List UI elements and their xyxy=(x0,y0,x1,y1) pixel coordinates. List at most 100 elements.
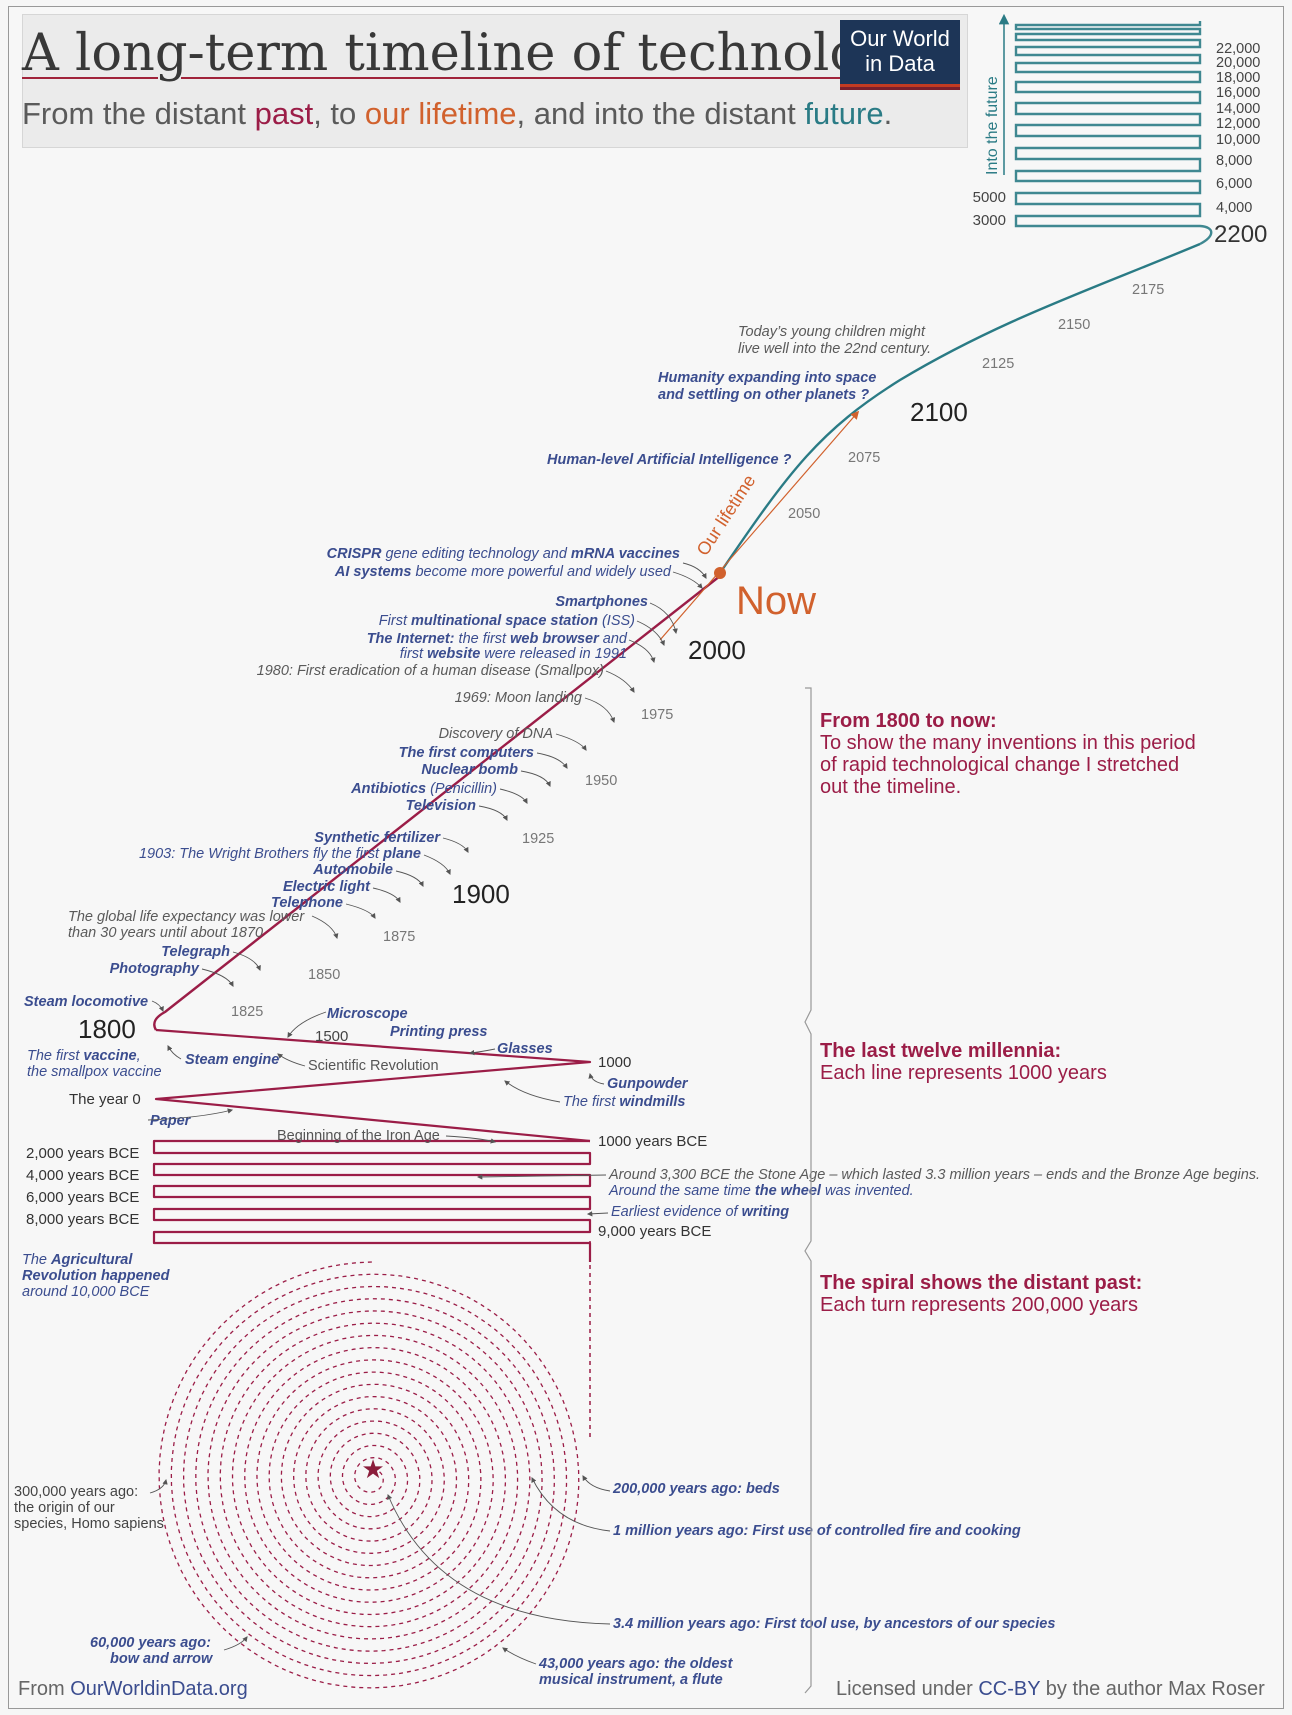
millennia-events: Microscope Printing press 1500 Glasses T… xyxy=(22,1006,1260,1300)
label-wright-brothers: 1903: The Wright Brothers fly the first … xyxy=(139,846,421,862)
owid-logo[interactable]: Our World in Data xyxy=(840,20,960,90)
label-iron-age: Beginning of the Iron Age xyxy=(277,1128,440,1144)
label-fire: 1 million years ago: First use of contro… xyxy=(613,1523,1021,1539)
tick-5000: 5000 xyxy=(973,189,1006,206)
label-gunpowder: Gunpowder xyxy=(607,1076,689,1092)
year-1875: 1875 xyxy=(383,929,415,945)
label-paper: Paper xyxy=(150,1113,192,1129)
now-label: Now xyxy=(736,579,816,623)
future-axis-label: Into the future xyxy=(984,76,1001,175)
label-1000-bce: 1000 years BCE xyxy=(598,1133,707,1150)
section-spiral: The spiral shows the distant past: Each … xyxy=(820,1272,1143,1316)
label-electric-light: Electric light xyxy=(283,879,371,895)
footer-ccby-link[interactable]: CC-BY xyxy=(978,1678,1041,1700)
label-steam-engine: Steam engine xyxy=(185,1052,279,1068)
label-computers: The first computers xyxy=(399,745,534,761)
bce-zigzag xyxy=(154,1139,590,1245)
label-dna: Discovery of DNA xyxy=(439,726,553,742)
label-stone-age: Around 3,300 BCE the Stone Age – which l… xyxy=(608,1167,1260,1183)
footer-owid-link[interactable]: OurWorldinData.org xyxy=(70,1678,248,1700)
now-marker xyxy=(714,567,726,579)
page-title: A long-term timeline of technology xyxy=(22,24,922,83)
label-1500: 1500 xyxy=(315,1028,348,1045)
spiral-center-star: ★ xyxy=(361,1454,384,1484)
year-2000: 2000 xyxy=(688,635,746,665)
label-fertilizer: Synthetic fertilizer xyxy=(314,830,441,846)
label-crispr: CRISPR gene editing technology and mRNA … xyxy=(327,546,680,562)
future-tick-8000: 8,000 xyxy=(1216,153,1252,169)
label-photography: Photography xyxy=(110,961,200,977)
label-flute-1: 43,000 years ago: the oldest xyxy=(538,1656,734,1672)
label-internet: The Internet: the first web browser and xyxy=(367,631,628,647)
page-subtitle: From the distant past, to our lifetime, … xyxy=(22,96,893,131)
label-vaccine-2: the smallpox vaccine xyxy=(27,1064,162,1080)
year-2075: 2075 xyxy=(848,450,880,466)
label-scientific-revolution: Scientific Revolution xyxy=(308,1058,439,1074)
zigzag-main xyxy=(154,1210,590,1244)
future-tick-10000: 10,000 xyxy=(1216,132,1260,148)
distant-past-spiral xyxy=(158,1261,580,1689)
label-beds: 200,000 years ago: beds xyxy=(612,1481,780,1497)
label-writing: Earliest evidence of writing xyxy=(611,1204,789,1220)
year-1925: 1925 xyxy=(522,831,554,847)
spiral-path xyxy=(158,1261,580,1689)
label-4000-bce: 4,000 years BCE xyxy=(26,1167,139,1184)
label-smartphones: Smartphones xyxy=(555,594,648,610)
year-2150: 2150 xyxy=(1058,317,1090,333)
spiral-events: 300,000 years ago: the origin of our spe… xyxy=(14,1481,1055,1688)
label-year-0: The year 0 xyxy=(69,1091,141,1108)
label-telephone: Telephone xyxy=(271,895,343,911)
future-curve xyxy=(719,242,1201,574)
future-tick-22000: 22,000 xyxy=(1216,41,1260,57)
label-first-tools: 3.4 million years ago: First tool use, b… xyxy=(613,1616,1055,1632)
future-tick-18000: 18,000 xyxy=(1216,70,1260,86)
label-microscope: Microscope xyxy=(327,1006,408,1022)
year-2100: 2100 xyxy=(910,397,968,427)
figure-frame xyxy=(8,6,1284,1709)
label-moon-landing: 1969: Moon landing xyxy=(455,690,582,706)
subtitle-future: future xyxy=(804,96,884,131)
label-television: Television xyxy=(406,798,477,814)
label-human-ai: Human-level Artificial Intelligence ? xyxy=(547,452,792,468)
label-printing-press: Printing press xyxy=(390,1024,488,1040)
footer-source: From OurWorldinData.org xyxy=(18,1678,248,1700)
lifetime-arrow xyxy=(659,410,860,641)
label-website: first website were released in 1991 xyxy=(400,646,627,662)
label-children-1: Today’s young children might xyxy=(738,324,926,340)
future-tick-20000: 20,000 xyxy=(1216,55,1260,71)
recent-events: CRISPR gene editing technology and mRNA … xyxy=(24,546,680,1010)
tick-2200: 2200 xyxy=(1214,221,1267,248)
label-life-expectancy-2: than 30 years until about 1870 xyxy=(68,925,263,941)
year-1850: 1850 xyxy=(308,967,340,983)
header-panel xyxy=(22,14,968,148)
label-steam-locomotive: Steam locomotive xyxy=(24,994,148,1010)
label-homo-sapiens-1: 300,000 years ago: xyxy=(14,1484,138,1500)
lifetime-label: Our lifetime xyxy=(693,471,760,559)
future-tick-16000: 16,000 xyxy=(1216,85,1260,101)
timeline-bce-zigzag xyxy=(156,1243,590,1262)
label-bow-arrow-1: 60,000 years ago: xyxy=(90,1635,211,1651)
label-agricultural-2: Revolution happened xyxy=(22,1268,171,1284)
section-braces xyxy=(804,687,812,1694)
year-1800: 1800 xyxy=(78,1014,136,1044)
label-year-1000: 1000 xyxy=(598,1054,631,1071)
label-space-1: Humanity expanding into space xyxy=(658,370,876,386)
label-smallpox-eradication: 1980: First eradication of a human disea… xyxy=(257,663,604,679)
future-right-ticks: 22,00020,00018,00016,00014,00012,00010,0… xyxy=(1216,41,1260,216)
year-2125: 2125 xyxy=(982,356,1014,372)
year-1900: 1900 xyxy=(452,879,510,909)
tick-3000: 3000 xyxy=(973,212,1006,229)
label-life-expectancy-1: The global life expectancy was lower xyxy=(68,909,305,925)
label-space-2: and settling on other planets ? xyxy=(658,387,869,403)
future-tick-6000: 6,000 xyxy=(1216,176,1252,192)
past-timeline-line xyxy=(154,1097,590,1262)
subtitle-lifetime: our lifetime xyxy=(364,96,517,131)
past-zigzag-screenshot xyxy=(154,1232,590,1262)
label-flute-2: musical instrument, a flute xyxy=(539,1672,723,1688)
year-1950: 1950 xyxy=(585,773,617,789)
label-nuclear: Nuclear bomb xyxy=(421,762,518,778)
label-bow-arrow-2: bow and arrow xyxy=(110,1651,214,1667)
label-6000-bce: 6,000 years BCE xyxy=(26,1189,139,1206)
label-8000-bce: 8,000 years BCE xyxy=(26,1211,139,1228)
label-glasses: Glasses xyxy=(497,1041,553,1057)
